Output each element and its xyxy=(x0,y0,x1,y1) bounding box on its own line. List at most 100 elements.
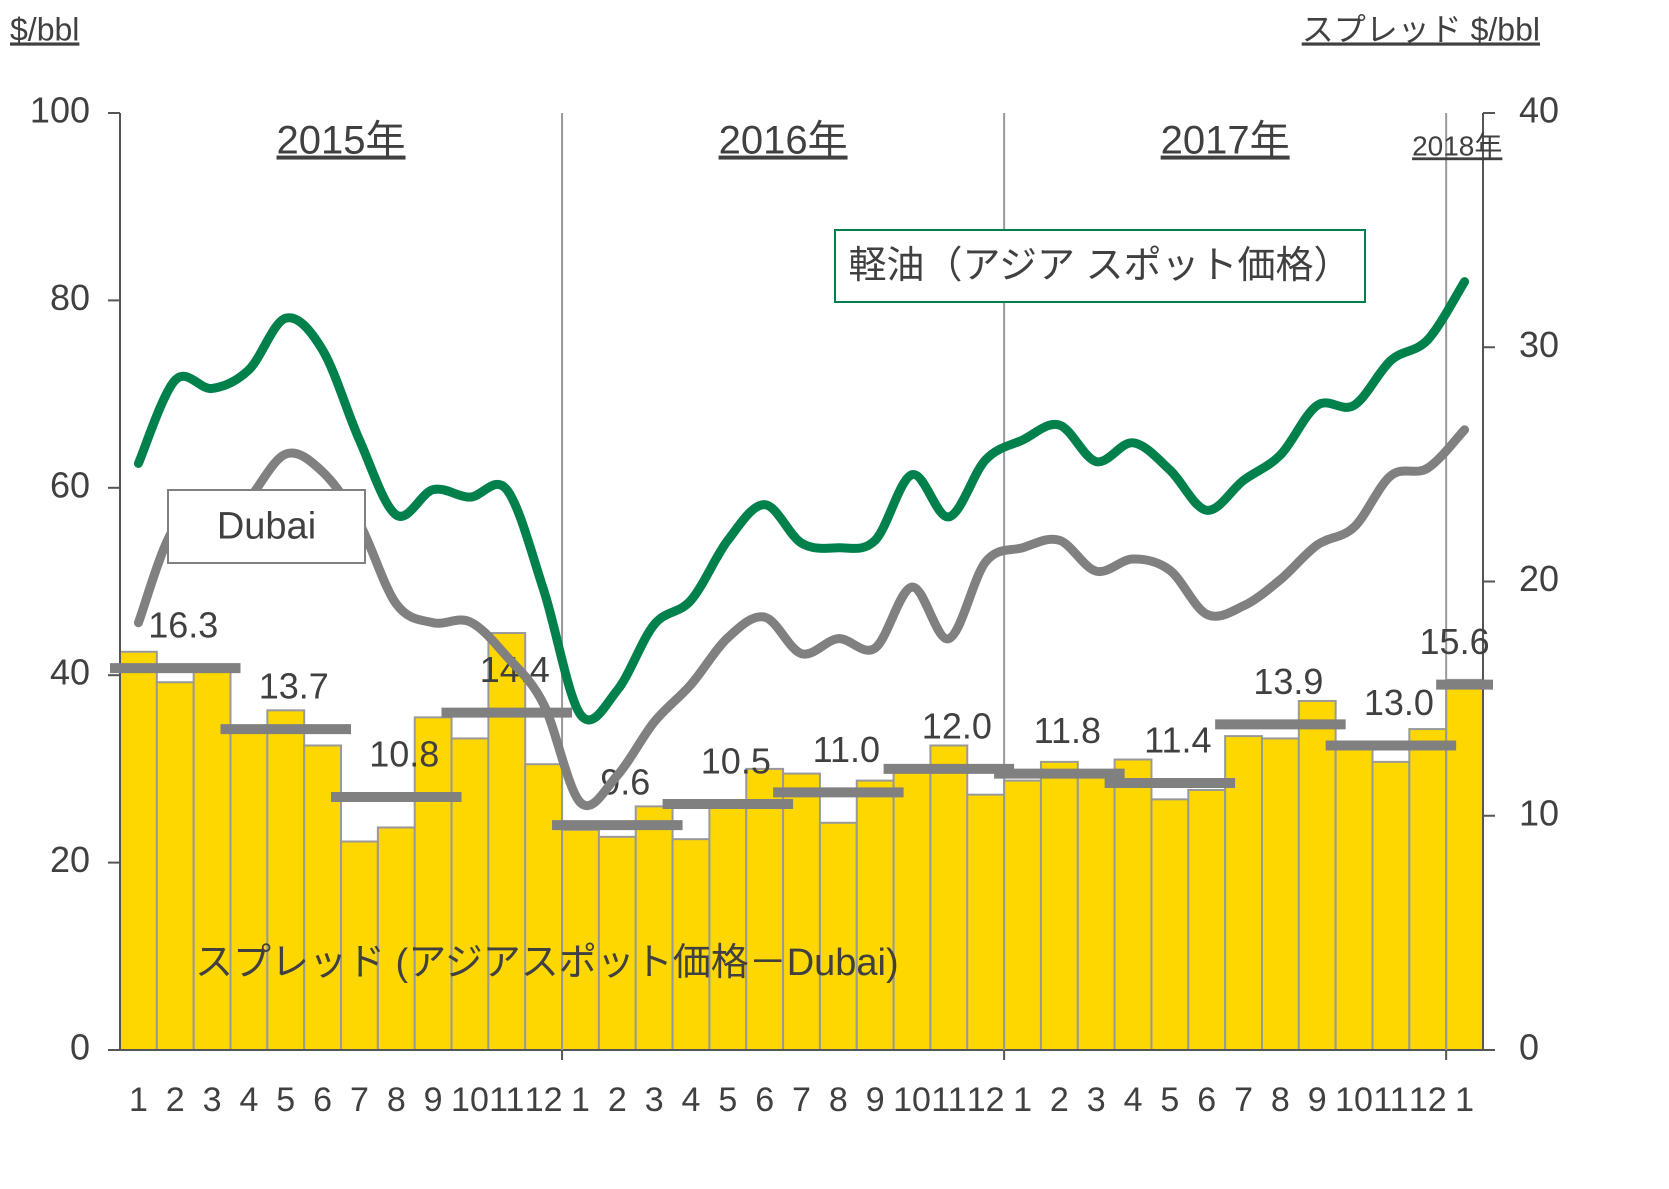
x-tick-label: 7 xyxy=(792,1081,811,1119)
y-tick-label: 100 xyxy=(30,90,90,131)
bar xyxy=(929,744,969,1051)
quarter-label: 13.0 xyxy=(1364,682,1434,723)
x-tick-label: 10 xyxy=(893,1081,931,1119)
x-tick-label: 10 xyxy=(451,1081,489,1119)
x-tick-label: 6 xyxy=(1197,1081,1216,1119)
x-tick-label: 11 xyxy=(931,1081,966,1119)
bar xyxy=(524,763,564,1052)
x-tick-label: 3 xyxy=(1087,1081,1106,1119)
x-tick-label: 6 xyxy=(313,1081,332,1119)
y-tick-label: 40 xyxy=(50,652,90,693)
year-label: 2017年 xyxy=(1161,119,1290,163)
bar xyxy=(1445,678,1484,1051)
legend-box xyxy=(167,489,366,564)
x-tick-label: 4 xyxy=(239,1081,258,1119)
y2-tick-label: 30 xyxy=(1519,324,1559,365)
x-tick-label: 5 xyxy=(718,1081,737,1119)
bar xyxy=(303,744,343,1051)
bar xyxy=(892,767,932,1052)
x-tick-label: 7 xyxy=(350,1081,369,1119)
y2-tick-label: 40 xyxy=(1519,90,1559,131)
y2-tick-label: 0 xyxy=(1519,1027,1539,1068)
x-tick-label: 4 xyxy=(1124,1081,1143,1119)
quarter-label: 16.3 xyxy=(148,605,218,646)
bar xyxy=(1260,737,1300,1051)
x-tick-label: 9 xyxy=(866,1081,885,1119)
legend-label: Dubai xyxy=(217,506,316,548)
x-tick-label: 9 xyxy=(424,1081,443,1119)
x-tick-label: 11 xyxy=(1373,1081,1408,1119)
bar xyxy=(1003,779,1042,1051)
y-tick-label: 60 xyxy=(50,464,90,505)
year-label: 2015年 xyxy=(277,119,406,163)
bar xyxy=(1076,774,1116,1051)
x-tick-label: 3 xyxy=(203,1081,222,1119)
x-tick-label: 8 xyxy=(829,1081,848,1119)
x-tick-label: 5 xyxy=(1160,1081,1179,1119)
x-tick-label: 12 xyxy=(967,1081,1005,1119)
x-tick-label: 1 xyxy=(571,1081,590,1119)
y-tick-label: 80 xyxy=(50,277,90,318)
bar xyxy=(1334,744,1374,1051)
bar xyxy=(119,650,158,1052)
bar xyxy=(340,840,379,1052)
quarter-label: 13.7 xyxy=(259,666,329,707)
bar xyxy=(229,725,269,1051)
y-tick-label: 20 xyxy=(50,839,90,880)
bar xyxy=(487,632,527,1051)
bar xyxy=(155,681,195,1051)
quarter-label: 11.4 xyxy=(1144,719,1211,760)
x-tick-label: 2 xyxy=(166,1081,185,1119)
y-axis-label: $/bbl xyxy=(10,11,79,47)
quarter-label: 10.8 xyxy=(369,734,439,775)
bar xyxy=(1039,760,1079,1051)
x-tick-label: 1 xyxy=(129,1081,148,1119)
quarter-label: 15.6 xyxy=(1420,621,1490,662)
x-tick-label: 11 xyxy=(489,1081,524,1119)
bar xyxy=(1150,798,1190,1051)
quarter-label: 11.8 xyxy=(1034,710,1101,751)
x-tick-label: 4 xyxy=(682,1081,701,1119)
bar xyxy=(376,826,416,1052)
bar xyxy=(1297,699,1337,1052)
x-tick-label: 2 xyxy=(1050,1081,1069,1119)
bar xyxy=(634,805,674,1051)
y-tick-label: 0 xyxy=(70,1027,90,1068)
bar xyxy=(1224,735,1263,1051)
bar xyxy=(745,767,785,1052)
bar xyxy=(708,805,748,1051)
year-label: 2016年 xyxy=(719,119,848,163)
bar xyxy=(1113,758,1153,1052)
x-tick-label: 6 xyxy=(755,1081,774,1119)
bar xyxy=(855,779,895,1051)
bar xyxy=(1408,728,1448,1051)
quarter-label: 13.9 xyxy=(1253,661,1323,702)
x-tick-label: 10 xyxy=(1335,1081,1373,1119)
x-tick-label: 1 xyxy=(1013,1081,1032,1119)
y2-tick-label: 20 xyxy=(1519,558,1559,599)
bar xyxy=(818,821,858,1052)
bar xyxy=(450,737,490,1051)
legend-label: スプレッド (アジアスポット価格－Dubai) xyxy=(195,942,899,984)
line xyxy=(133,277,1470,725)
legend-label: 軽油（アジア スポット価格） xyxy=(848,245,1351,287)
quarter-label: 11.0 xyxy=(813,729,880,770)
x-tick-label: 12 xyxy=(1409,1081,1447,1119)
bar xyxy=(1371,760,1411,1051)
bar xyxy=(966,793,1006,1051)
x-tick-label: 8 xyxy=(1271,1081,1290,1119)
x-tick-label: 9 xyxy=(1308,1081,1327,1119)
x-tick-label: 12 xyxy=(525,1081,563,1119)
quarter-label: 12.0 xyxy=(922,705,992,746)
x-tick-label: 7 xyxy=(1234,1081,1253,1119)
x-tick-label: 1 xyxy=(1455,1081,1474,1119)
x-tick-label: 8 xyxy=(387,1081,406,1119)
legend-box xyxy=(834,229,1366,303)
year-label: 2018年 xyxy=(1412,130,1502,161)
x-tick-label: 5 xyxy=(276,1081,295,1119)
bar xyxy=(782,772,821,1052)
quarter-label: 10.5 xyxy=(701,741,771,782)
x-tick-label: 2 xyxy=(608,1081,627,1119)
y2-axis-label: スプレッド $/bbl xyxy=(1302,11,1540,47)
